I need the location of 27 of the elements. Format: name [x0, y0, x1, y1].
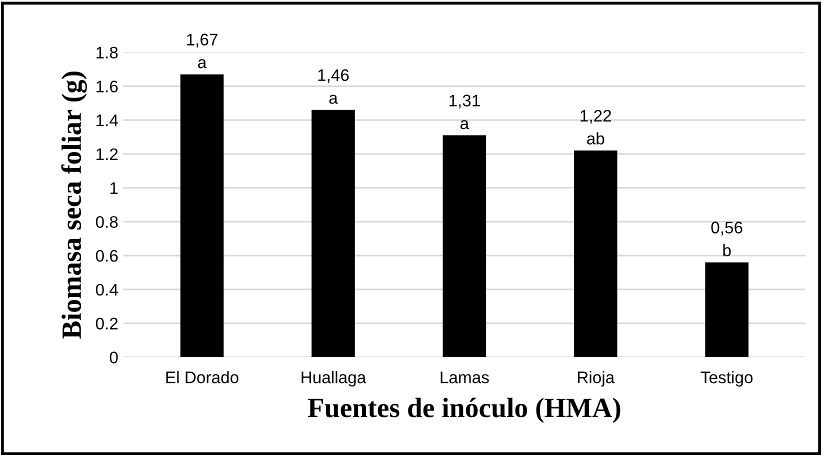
data-label: 1,31 a: [449, 94, 480, 130]
x-tick-label: Lamas: [440, 372, 489, 384]
bar: [574, 150, 618, 358]
y-tick-label: 0.6: [96, 250, 118, 262]
x-axis-title: Fuentes de inóculo (HMA): [308, 398, 620, 423]
x-tick-label: Testigo: [700, 371, 753, 387]
y-tick-label: 0.8: [96, 216, 118, 228]
data-label: 0,56 b: [711, 222, 742, 256]
y-tick-label: 0.2: [96, 318, 118, 330]
bar: [705, 262, 748, 358]
y-tick-label: 1.6: [96, 80, 118, 92]
bar: [180, 74, 224, 358]
y-tick-label: 1.4: [96, 114, 118, 126]
y-tick-label: 1: [110, 182, 118, 194]
x-tick-label: Huallaga: [302, 371, 366, 387]
y-tick-label: 0.4: [96, 284, 118, 296]
y-tick-label: 1.2: [96, 148, 118, 160]
bar: [312, 110, 355, 358]
data-label: 1,46 a: [318, 69, 349, 104]
x-tick-label: Rioja: [578, 371, 615, 387]
data-label: 1,67 a: [187, 34, 218, 68]
x-tick-label: El Dorado: [166, 371, 238, 384]
y-tick-label: 0: [110, 352, 118, 364]
data-label: 1,22 ab: [580, 110, 612, 144]
y-axis-title: Biomasa seca foliar (g): [61, 72, 87, 339]
bar: [442, 135, 486, 358]
y-tick-label: 1.8: [96, 46, 118, 59]
